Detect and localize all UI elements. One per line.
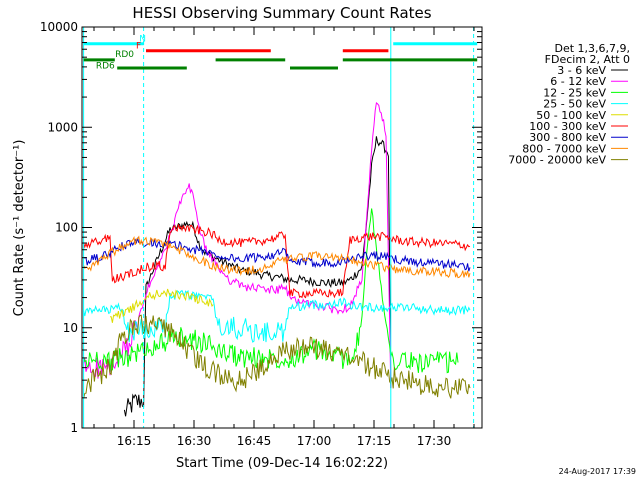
y-tick-label-4: 10000 <box>40 20 78 34</box>
legend: Det 1,3,6,7,9,FDecim 2, Att 03 - 6 keV6 … <box>508 42 630 167</box>
legend-item-label-7: 800 - 7000 keV <box>522 142 606 155</box>
legend-item-label-6: 300 - 800 keV <box>529 131 606 144</box>
y-axis: 1 10 100 1000 10000 <box>40 20 482 435</box>
y-tick-label-0: 1 <box>70 421 78 435</box>
y-tick-label-2: 100 <box>55 221 78 235</box>
legend-header-1: FDecim 2, Att 0 <box>545 53 630 66</box>
legend-item-label-3: 25 - 50 keV <box>543 98 606 111</box>
y-tick-label-1: 10 <box>63 321 78 335</box>
x-tick-label-4: 17:15 <box>357 434 392 448</box>
legend-item-label-5: 100 - 300 keV <box>529 120 606 133</box>
series-layer <box>83 101 471 417</box>
x-tick-label-3: 17:00 <box>297 434 332 448</box>
x-axis-label: Start Time (09-Dec-14 16:02:22) <box>176 456 388 471</box>
series-line-5 <box>83 224 471 299</box>
legend-item-label-2: 12 - 25 keV <box>543 86 606 99</box>
x-axis: 16:15 16:30 16:45 17:00 17:15 17:30 <box>93 27 475 448</box>
legend-item-label-1: 6 - 12 keV <box>550 75 606 88</box>
series-line-1 <box>83 101 392 389</box>
x-tick-label-5: 17:30 <box>417 434 452 448</box>
series-line-4 <box>110 288 214 323</box>
x-tick-label-2: 16:45 <box>237 434 272 448</box>
flag-label-0: N <box>139 34 146 44</box>
legend-header-0: Det 1,3,6,7,9, <box>554 42 630 55</box>
chart-title: HESSI Observing Summary Count Rates <box>132 4 431 22</box>
footer-timestamp: 24-Aug-2017 17:39 <box>559 467 636 476</box>
flag-label-1: F <box>136 42 141 52</box>
x-tick-label-0: 16:15 <box>117 434 152 448</box>
legend-item-label-4: 50 - 100 keV <box>536 109 606 122</box>
legend-item-label-0: 3 - 6 keV <box>557 64 606 77</box>
flag-label-3: RD6 <box>96 62 115 72</box>
y-axis-label: Count Rate (s⁻¹ detector⁻¹) <box>12 140 27 317</box>
series-line-7 <box>83 235 471 279</box>
y-tick-label-3: 1000 <box>47 120 78 134</box>
x-tick-label-1: 16:30 <box>177 434 212 448</box>
legend-item-label-8: 7000 - 20000 keV <box>508 154 606 167</box>
series-line-8 <box>83 314 471 399</box>
flag-label-2: RD0 <box>115 50 134 60</box>
series-line-3 <box>83 289 471 343</box>
